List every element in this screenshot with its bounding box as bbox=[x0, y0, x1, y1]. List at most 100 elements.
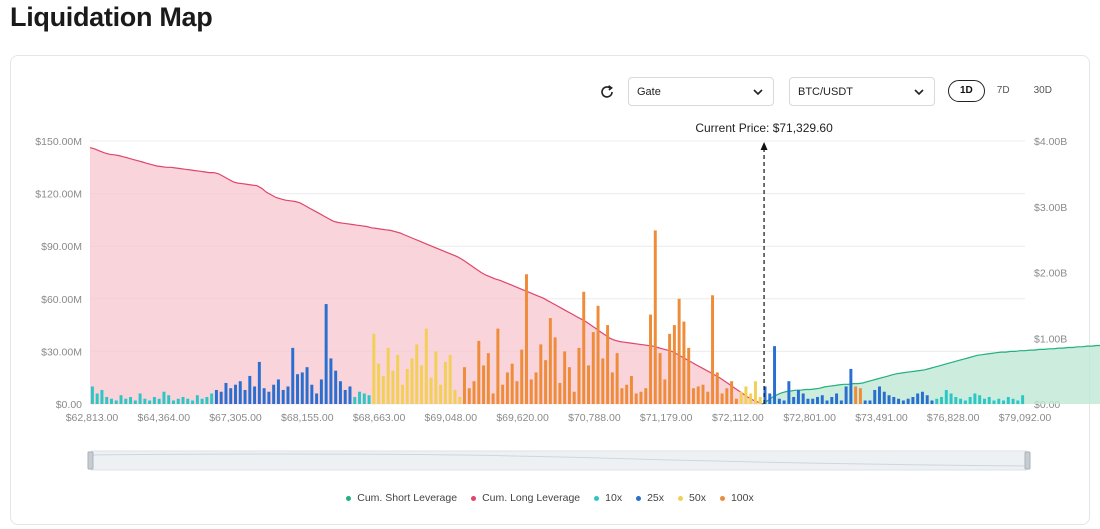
liquidation-bar bbox=[510, 363, 514, 404]
legend-dot bbox=[636, 495, 642, 501]
liquidation-bar bbox=[720, 393, 724, 404]
liquidation-bar bbox=[300, 372, 304, 404]
liquidation-bar bbox=[653, 230, 657, 404]
liquidation-bar bbox=[186, 398, 190, 404]
legend-label: Cum. Short Leverage bbox=[357, 492, 458, 504]
liquidation-bar bbox=[992, 400, 996, 404]
legend-item-25x[interactable]: 25x bbox=[636, 492, 664, 504]
exchange-select-value: Gate bbox=[637, 85, 661, 98]
page-title: Liquidation Map bbox=[10, 2, 213, 32]
liquidation-bar bbox=[219, 391, 223, 404]
x-axis-tick-label: $73,491.00 bbox=[855, 412, 908, 424]
liquidation-bar bbox=[276, 379, 280, 404]
legend-label: 100x bbox=[730, 492, 754, 504]
liquidation-bar bbox=[109, 398, 113, 404]
liquidation-bar bbox=[634, 393, 638, 404]
liquidation-bar bbox=[773, 346, 777, 404]
liquidation-bar bbox=[567, 367, 571, 404]
liquidation-bar bbox=[963, 400, 967, 404]
liquidation-bar bbox=[338, 381, 342, 404]
liquidation-bar bbox=[835, 393, 839, 404]
liquidation-bar bbox=[625, 384, 629, 404]
liquidation-bar bbox=[887, 395, 891, 404]
liquidation-bar bbox=[157, 398, 161, 404]
legend-item-cum-short[interactable]: Cum. Short Leverage bbox=[346, 492, 457, 504]
tab-7d[interactable]: 7D bbox=[996, 85, 1010, 96]
liquidation-bar bbox=[534, 372, 538, 404]
liquidation-bar bbox=[787, 381, 791, 404]
liquidation-bar bbox=[319, 379, 323, 404]
liquidation-bar bbox=[572, 391, 576, 404]
range-slider-left-handle[interactable] bbox=[87, 451, 94, 470]
range-slider-right-handle[interactable] bbox=[1024, 451, 1031, 470]
liquidation-bar bbox=[191, 400, 195, 404]
liquidation-bar bbox=[458, 396, 462, 404]
liquidation-bar bbox=[224, 382, 228, 404]
liquidation-bar bbox=[587, 365, 590, 404]
legend-dot bbox=[678, 495, 684, 501]
liquidation-bar bbox=[801, 393, 805, 404]
pair-select[interactable]: BTC/USDT bbox=[789, 77, 935, 106]
liquidation-bar bbox=[1002, 400, 1006, 404]
liquidation-bar bbox=[310, 384, 314, 404]
refresh-button[interactable] bbox=[596, 82, 618, 102]
liquidation-bar bbox=[105, 396, 109, 404]
legend-item-cum-long[interactable]: Cum. Long Leverage bbox=[471, 492, 580, 504]
liquidation-bar bbox=[272, 384, 276, 404]
liquidation-bar bbox=[873, 389, 877, 404]
liquidation-bar bbox=[420, 365, 424, 404]
chevron-down-icon bbox=[753, 89, 763, 96]
liquidation-bar bbox=[200, 398, 204, 404]
x-axis-tick-label: $76,828.00 bbox=[927, 412, 980, 424]
liquidation-bar bbox=[439, 384, 443, 404]
liquidation-bar bbox=[682, 321, 686, 404]
current-price-label: Current Price: $71,329.60 bbox=[695, 121, 833, 135]
liquidation-bar bbox=[620, 388, 624, 404]
liquidation-bar bbox=[978, 395, 982, 404]
liquidation-bar bbox=[195, 395, 199, 404]
liquidation-bar bbox=[358, 391, 362, 404]
liquidation-bar bbox=[811, 398, 815, 404]
liquidation-bar bbox=[1016, 400, 1020, 404]
cum-short-line bbox=[762, 344, 1100, 405]
left-axis-tick-label: $0.00 bbox=[56, 399, 82, 411]
liquidation-bar bbox=[386, 347, 390, 404]
liquidation-bar bbox=[205, 396, 209, 404]
x-axis-tick-label: $71,179.00 bbox=[640, 412, 693, 424]
time-range-tabs: 1D 7D 30D bbox=[948, 80, 1064, 102]
liquidation-bar bbox=[768, 393, 772, 404]
liquidation-bar bbox=[591, 332, 595, 404]
x-axis-tick-label: $62,813.00 bbox=[66, 412, 119, 424]
x-axis-tick-label: $79,092.00 bbox=[999, 412, 1052, 424]
legend-item-50x[interactable]: 50x bbox=[678, 492, 706, 504]
liquidation-bar bbox=[925, 395, 929, 404]
liquidation-bar bbox=[711, 295, 715, 404]
liquidation-bar bbox=[854, 386, 858, 404]
liquidation-bar bbox=[639, 391, 643, 404]
left-axis-tick-label: $150.00M bbox=[35, 136, 82, 148]
legend-dot bbox=[594, 495, 600, 501]
liquidation-bar bbox=[606, 325, 610, 404]
liquidation-bar bbox=[90, 386, 94, 404]
liquidation-bar bbox=[901, 400, 905, 404]
legend-dot bbox=[719, 495, 725, 501]
liquidation-bar bbox=[362, 393, 366, 404]
liquidation-bar bbox=[758, 396, 762, 404]
liquidation-bar bbox=[305, 367, 309, 404]
liquidation-bar bbox=[816, 396, 819, 404]
tab-1d[interactable]: 1D bbox=[948, 80, 985, 102]
legend-item-100x[interactable]: 100x bbox=[719, 492, 754, 504]
liquidation-bar bbox=[391, 370, 395, 404]
liquidation-bar bbox=[501, 384, 505, 404]
liquidation-bar bbox=[453, 389, 457, 404]
liquidation-bar bbox=[940, 396, 943, 404]
liquidation-bar bbox=[615, 353, 619, 404]
liquidation-bar bbox=[124, 398, 128, 404]
exchange-select[interactable]: Gate bbox=[628, 77, 774, 106]
tab-30d[interactable]: 30D bbox=[1033, 85, 1052, 96]
liquidation-bar bbox=[482, 365, 486, 404]
liquidation-bar bbox=[377, 363, 381, 404]
liquidation-bar bbox=[777, 398, 781, 404]
liquidation-bar bbox=[715, 372, 719, 404]
legend-item-10x[interactable]: 10x bbox=[594, 492, 622, 504]
